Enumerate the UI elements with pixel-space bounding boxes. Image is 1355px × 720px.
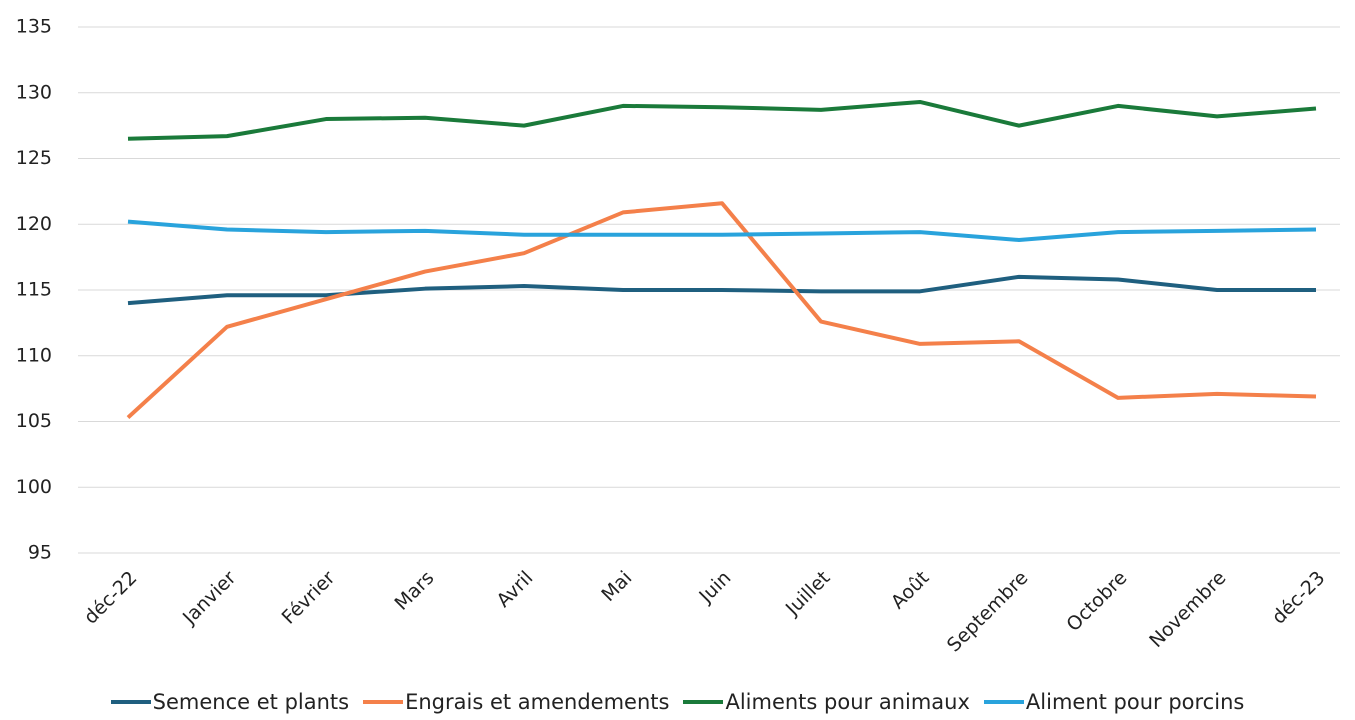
legend-item: Aliments pour animaux — [683, 690, 970, 714]
legend-swatch — [363, 700, 404, 704]
series-line — [127, 274, 1316, 306]
x-tick-label: Juillet — [781, 567, 834, 620]
series-line — [127, 99, 1317, 141]
legend-item: Semence et plants — [110, 690, 350, 714]
legend-item: Engrais et amendements — [363, 690, 669, 714]
y-tick-label: 130 — [16, 81, 52, 103]
legend-swatch — [983, 700, 1024, 704]
legend-label: Aliment pour porcins — [1025, 690, 1245, 714]
series-line — [126, 201, 1317, 420]
legend: Semence et plants Engrais et amendements A… — [0, 690, 1355, 714]
x-tick-label: Mai — [597, 567, 636, 606]
y-tick-label: 95 — [28, 542, 52, 564]
x-tick-label: Novembre — [1145, 567, 1230, 652]
legend-swatch — [110, 700, 151, 704]
y-tick-label: 115 — [16, 279, 52, 301]
y-tick-label: 125 — [16, 147, 52, 169]
chart: 95 100 105 110 115 120 125 130 135 déc-22 Janvier F… — [16, 16, 1340, 657]
x-tick-label: Février — [278, 567, 340, 629]
x-tick-label: Juin — [694, 567, 735, 608]
x-tick-label: Mars — [391, 567, 439, 615]
x-tick-label: Octobre — [1062, 567, 1131, 636]
legend-label: Semence et plants — [152, 690, 350, 714]
legend-item: Aliment pour porcins — [983, 690, 1245, 714]
y-tick-label: 105 — [16, 410, 52, 432]
y-tick-label: 135 — [16, 16, 52, 38]
legend-label: Aliments pour animaux — [725, 690, 970, 714]
x-tick-label: déc-23 — [1268, 567, 1330, 629]
x-tick-label: Septembre — [943, 567, 1033, 657]
legend-label: Engrais et amendements — [405, 690, 670, 714]
y-tick-label: 100 — [16, 476, 52, 498]
x-tick-label: déc-22 — [80, 567, 142, 629]
series-line — [127, 219, 1317, 243]
legend-swatch — [683, 700, 724, 704]
x-tick-label: Avril — [493, 567, 538, 612]
y-tick-label: 120 — [16, 213, 52, 235]
x-tick-label: Août — [887, 567, 934, 614]
y-tick-label: 110 — [16, 344, 52, 366]
x-tick-label: Janvier — [178, 567, 241, 630]
